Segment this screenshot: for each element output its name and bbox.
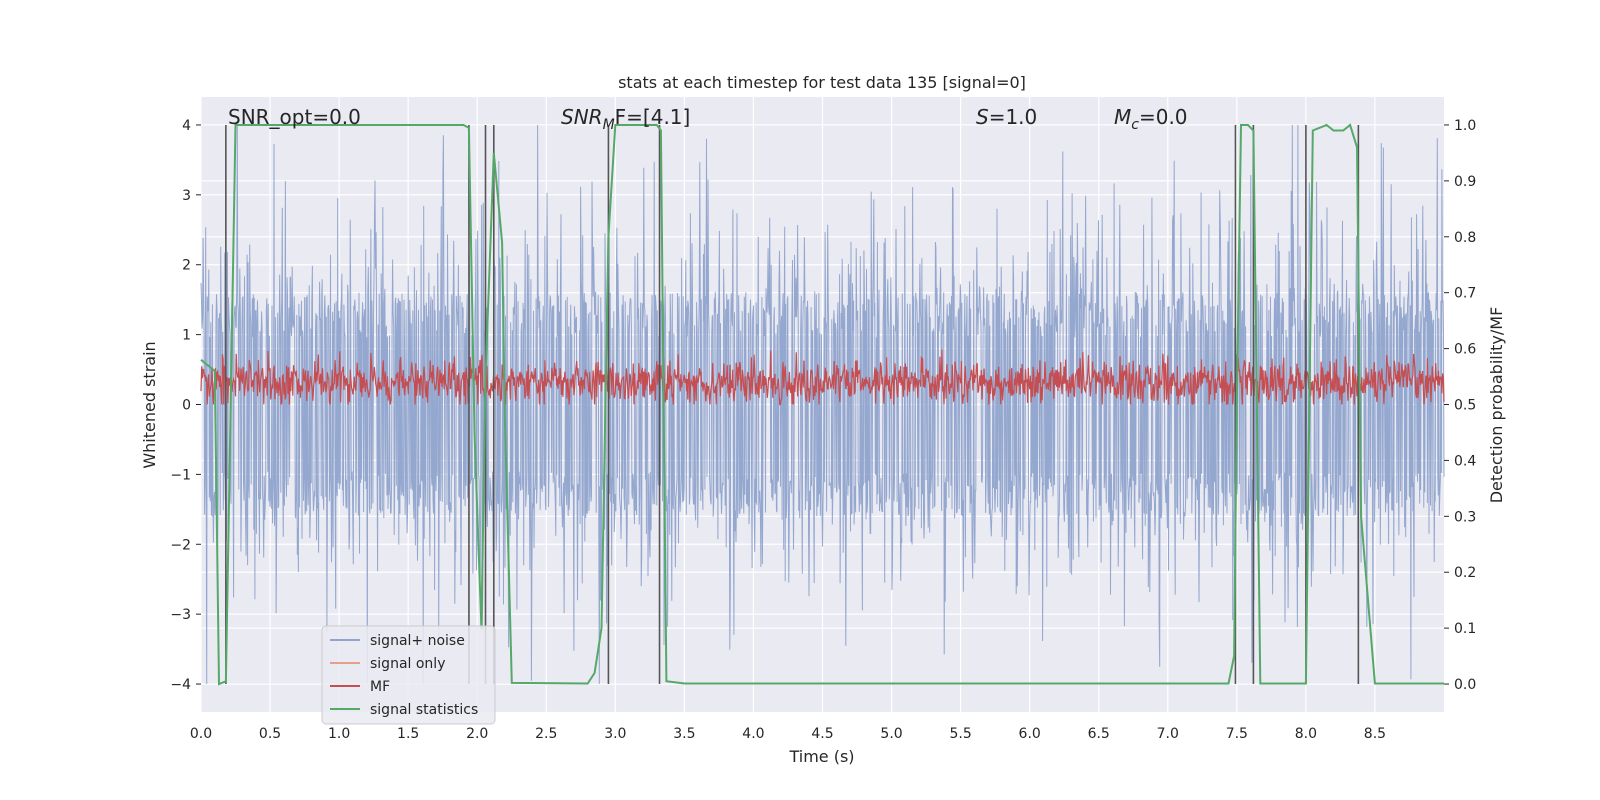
x-tick-label: 4.5: [811, 726, 833, 742]
annotation-snr-mf-subscript: M: [603, 117, 615, 133]
x-tick-label: 6.5: [1088, 726, 1110, 742]
y2-tick-label: 0.9: [1454, 174, 1476, 190]
x-tick-label: 8.0: [1295, 726, 1317, 742]
y2-tick-label: 0.4: [1454, 453, 1476, 469]
y2-tick-label: 0.2: [1454, 565, 1476, 581]
annotation-mc: Mc=0.0: [1114, 105, 1188, 133]
x-tick-label: 2.0: [466, 726, 488, 742]
y2-tick-label: 0.0: [1454, 677, 1476, 693]
x-tick-label: 0.0: [190, 726, 212, 742]
chart-title: stats at each timestep for test data 135…: [618, 73, 1026, 92]
legend-label-mf: MF: [370, 679, 390, 695]
grid: [200, 97, 1444, 712]
y-tick-label: 2: [182, 258, 191, 274]
y2-tick-label: 0.3: [1454, 509, 1476, 525]
y2-tick-label: 0.8: [1454, 230, 1476, 246]
y2-tick-label: 0.7: [1454, 286, 1476, 302]
x-tick-label: 3.0: [604, 726, 626, 742]
y2-tick-labels: 1.0 0.9 0.8 0.7 0.6 0.5 0.4 0.3 0.2 0.1 0.0: [1444, 118, 1476, 693]
y2-tick-label: 0.5: [1454, 398, 1476, 414]
y-tick-label: −2: [170, 537, 191, 553]
annotation-snr-opt: SNR_opt=0.0: [228, 105, 361, 129]
y-axis-label: Whitened strain: [140, 341, 159, 468]
legend-label-signal-statistics: signal statistics: [370, 702, 478, 718]
x-tick-label: 5.5: [949, 726, 971, 742]
x-tick-labels: 0.0 0.5 1.0 1.5 2.0 2.5 3.0 3.5 4.0 4.5 5.0 5.5 6.0 6…: [190, 726, 1386, 742]
y-tick-labels: 4 3 2 1 0 −1 −2 −3 −4: [170, 118, 201, 693]
x-tick-label: 1.0: [328, 726, 350, 742]
y2-tick-label: 0.1: [1454, 621, 1476, 637]
annotation-snr-mf-symbol: SNR: [561, 105, 603, 129]
legend-label-signal-noise: signal+ noise: [370, 633, 465, 649]
annotation-snr-mf: SNRMF=[4.1]: [561, 105, 690, 133]
x-tick-label: 6.0: [1019, 726, 1041, 742]
y-tick-label: −1: [170, 467, 191, 483]
y2-axis-label: Detection probability/MF: [1487, 307, 1506, 504]
annotation-mc-symbol: M: [1114, 105, 1131, 129]
x-tick-label: 0.5: [259, 726, 281, 742]
y-tick-label: 0: [182, 398, 191, 414]
annotation-s-value: =1.0: [989, 105, 1038, 129]
y2-tick-label: 0.6: [1454, 342, 1476, 358]
legend-label-signal-only: signal only: [370, 656, 445, 672]
x-tick-label: 1.5: [397, 726, 419, 742]
annotation-s-symbol: S: [976, 105, 989, 129]
x-tick-label: 7.0: [1157, 726, 1179, 742]
x-tick-label: 7.5: [1226, 726, 1248, 742]
x-tick-label: 2.5: [535, 726, 557, 742]
legend-box: [321, 625, 496, 725]
x-tick-label: 5.0: [880, 726, 902, 742]
y2-tick-label: 1.0: [1454, 118, 1476, 134]
signal-statistics-line: [200, 123, 1444, 686]
y-tick-label: 3: [182, 188, 191, 204]
x-tick-label: 8.5: [1364, 726, 1386, 742]
legend: signal+ noise signal only MF signal stat…: [321, 625, 496, 725]
y-tick-label: −3: [170, 607, 191, 623]
y-tick-label: −4: [170, 677, 191, 693]
x-axis-label: Time (s): [788, 747, 854, 766]
annotation-mc-value: =0.0: [1139, 105, 1188, 129]
series-signal-statistics: [200, 123, 1444, 686]
y-tick-label: 4: [182, 118, 191, 134]
y-tick-label: 1: [182, 328, 191, 344]
x-tick-label: 3.5: [673, 726, 695, 742]
annotation-mc-subscript: c: [1131, 117, 1139, 133]
annotation-s: S=1.0: [976, 105, 1037, 129]
annotation-snr-mf-value: F=[4.1]: [615, 105, 691, 129]
x-tick-label: 4.0: [742, 726, 764, 742]
